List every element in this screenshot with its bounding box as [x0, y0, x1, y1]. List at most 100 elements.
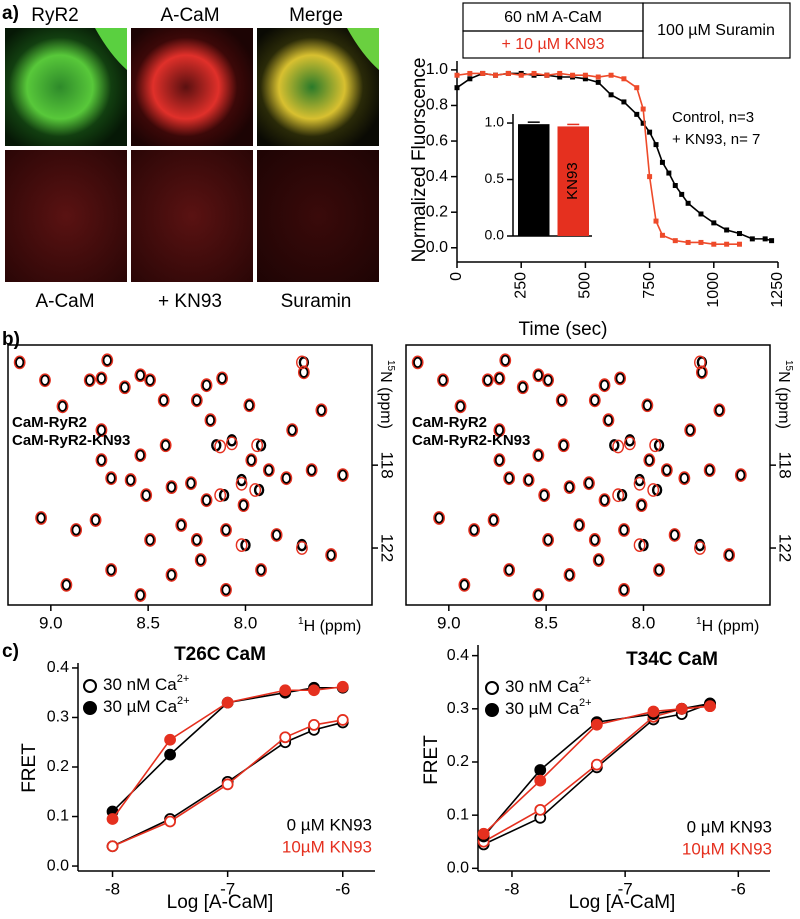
peak: [135, 449, 146, 462]
peak: [281, 472, 292, 485]
peak: [119, 381, 130, 394]
data-point: [164, 815, 176, 828]
peak: [105, 471, 118, 486]
peak: [90, 513, 101, 527]
peak: [194, 553, 207, 567]
peak: [694, 541, 706, 555]
peak: [214, 488, 227, 503]
peak: [263, 463, 275, 477]
peak: [592, 553, 605, 567]
peak: [523, 473, 534, 487]
data-point: [106, 840, 119, 853]
peak: [185, 476, 197, 491]
data-point: [336, 680, 349, 693]
x-axis-label: Time (sec): [518, 319, 607, 340]
peak: [437, 373, 449, 388]
data-point: [544, 72, 550, 78]
legend-marker: [485, 681, 499, 695]
peak: [503, 563, 516, 577]
panel-label: c): [2, 641, 19, 662]
peak: [84, 374, 95, 387]
data-point: [647, 174, 653, 180]
data-point: [467, 70, 473, 76]
data-point: [454, 85, 460, 91]
data-point: [749, 236, 755, 242]
x-tick-label: -6: [335, 879, 350, 898]
peak: [542, 374, 554, 387]
peak: [459, 578, 470, 592]
data-point: [570, 72, 576, 78]
peak: [723, 548, 736, 562]
peak: [134, 448, 147, 463]
data-point: [221, 696, 234, 709]
data-point: [590, 758, 603, 771]
peak: [533, 369, 544, 382]
peak: [175, 518, 188, 532]
peak: [588, 393, 601, 408]
peak: [185, 476, 197, 490]
peak: [618, 583, 630, 597]
y-tick-label: 122: [378, 534, 397, 562]
data-point: [666, 170, 672, 176]
peak: [735, 468, 747, 482]
data-point: [679, 191, 685, 197]
peak: [246, 453, 257, 467]
peak: [598, 493, 611, 508]
plot-frame: [7, 344, 373, 606]
peak: [286, 423, 298, 437]
peak: [643, 453, 656, 468]
peak: [244, 399, 255, 412]
peak: [144, 373, 156, 388]
legend-label: 30 µM Ca2+: [505, 697, 592, 719]
peak: [503, 563, 515, 577]
peak: [618, 523, 630, 537]
peak: [437, 374, 449, 387]
annotation: 100 µM Suramin: [657, 22, 775, 39]
annotation: + 10 µM KN93: [501, 36, 604, 53]
image-acam: [131, 28, 253, 146]
peak: [588, 533, 601, 547]
data-point: [308, 719, 320, 731]
data-point: [336, 714, 349, 726]
peak: [305, 463, 318, 478]
peak: [488, 513, 499, 527]
peak: [125, 473, 136, 487]
peak: [695, 365, 708, 380]
peak: [412, 356, 423, 369]
peak: [296, 355, 308, 370]
y-tick-label: 0.3: [47, 709, 69, 726]
peak: [481, 373, 494, 388]
data-point: [698, 211, 704, 217]
peak: [612, 439, 625, 454]
peak: [165, 480, 178, 495]
legend-label: 0 µM KN93: [287, 815, 372, 834]
data-point: [647, 129, 653, 135]
peak: [713, 403, 726, 418]
label-sup: 15: [783, 360, 794, 372]
data-point: [308, 684, 320, 697]
x-axis-label: 1H (ppm): [696, 616, 759, 636]
peak: [583, 476, 595, 490]
peak: [70, 523, 82, 537]
x-tick-label: -7: [618, 879, 633, 898]
data-point: [608, 72, 614, 78]
peak: [235, 476, 248, 491]
peak: [201, 493, 212, 507]
y-tick-label: 0.4: [426, 168, 448, 185]
data-point: [659, 159, 665, 165]
peak: [649, 438, 662, 453]
legend-marker: [485, 703, 499, 717]
peak: [703, 463, 716, 478]
y-axis-label: Normalized Fluorscence: [409, 58, 430, 263]
bar: [518, 124, 550, 236]
peak: [494, 453, 505, 467]
plot-frame: [405, 344, 771, 606]
x-tick-label: -7: [220, 879, 235, 898]
peak: [532, 588, 545, 602]
image-detail: [95, 28, 127, 70]
peak: [636, 498, 647, 512]
peak: [315, 403, 328, 418]
x-tick-label: -8: [504, 879, 519, 898]
peak: [160, 439, 171, 452]
